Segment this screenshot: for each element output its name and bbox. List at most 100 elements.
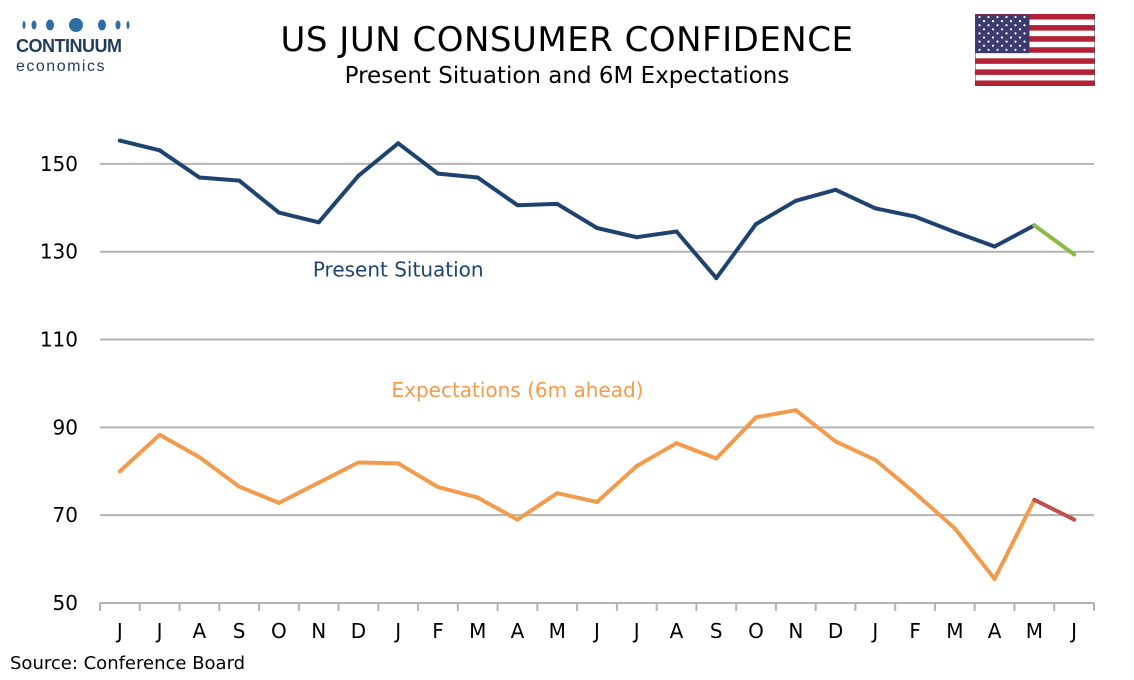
data-point bbox=[117, 138, 122, 143]
data-point bbox=[1032, 497, 1037, 502]
data-point bbox=[237, 178, 242, 183]
x-tick-label: F bbox=[432, 619, 444, 643]
data-point bbox=[674, 441, 679, 446]
x-tick-label: N bbox=[311, 619, 326, 643]
data-point bbox=[435, 485, 440, 490]
data-point bbox=[913, 214, 918, 219]
series-latest-segment-0 bbox=[1032, 223, 1077, 257]
logo-dots-icon bbox=[22, 18, 130, 32]
x-tick-label: M bbox=[1026, 619, 1043, 643]
data-point bbox=[316, 480, 321, 485]
data-point bbox=[197, 175, 202, 180]
data-point bbox=[435, 171, 440, 176]
logo-subtitle: economics bbox=[16, 58, 106, 75]
x-tick-label: D bbox=[351, 619, 366, 643]
y-tick-label: 70 bbox=[53, 503, 78, 527]
data-point bbox=[952, 229, 957, 234]
data-point bbox=[1072, 252, 1077, 257]
data-point bbox=[714, 456, 719, 461]
continuum-logo: CONTINUUM economics bbox=[14, 14, 144, 75]
x-tick-label: M bbox=[946, 619, 963, 643]
x-tick-label: A bbox=[670, 619, 684, 643]
data-point bbox=[475, 495, 480, 500]
data-point bbox=[754, 415, 759, 420]
y-tick-label: 150 bbox=[40, 152, 78, 176]
series-latest-segment-1 bbox=[1032, 497, 1077, 522]
x-tick-label: S bbox=[233, 619, 246, 643]
logo-wordmark: CONTINUUM bbox=[16, 36, 122, 56]
source-note: Source: Conference Board bbox=[10, 653, 246, 674]
data-point bbox=[396, 461, 401, 466]
us-flag-icon bbox=[975, 14, 1095, 86]
data-point bbox=[237, 484, 242, 489]
data-point bbox=[833, 439, 838, 444]
data-point bbox=[276, 500, 281, 505]
data-point bbox=[873, 206, 878, 211]
x-tick-label: F bbox=[909, 619, 921, 643]
y-tick-label: 50 bbox=[53, 591, 78, 615]
data-point bbox=[515, 203, 520, 208]
data-point bbox=[992, 576, 997, 581]
data-point bbox=[913, 491, 918, 496]
data-point bbox=[793, 408, 798, 413]
data-point bbox=[157, 432, 162, 437]
x-tick-label: N bbox=[788, 619, 803, 643]
data-point bbox=[555, 201, 560, 206]
y-tick-label: 90 bbox=[53, 415, 78, 439]
data-point bbox=[1072, 517, 1077, 522]
data-point bbox=[356, 173, 361, 178]
data-point bbox=[714, 276, 719, 281]
x-tick-label: O bbox=[748, 619, 764, 643]
data-point bbox=[555, 491, 560, 496]
x-tick-label: M bbox=[469, 619, 486, 643]
x-tick-label: M bbox=[549, 619, 566, 643]
x-tick-label: S bbox=[710, 619, 723, 643]
series-line-1 bbox=[117, 408, 1037, 581]
data-point bbox=[276, 210, 281, 215]
data-point bbox=[873, 457, 878, 462]
series-labels: Present Situation Expectations (6m ahead) bbox=[313, 257, 644, 402]
data-point bbox=[833, 187, 838, 192]
x-tick-label: J bbox=[155, 619, 163, 643]
y-tick-label: 130 bbox=[40, 240, 78, 264]
series-lines bbox=[117, 138, 1077, 581]
data-point bbox=[674, 229, 679, 234]
data-point bbox=[157, 148, 162, 153]
data-point bbox=[197, 455, 202, 460]
data-point bbox=[793, 198, 798, 203]
x-tick-label: A bbox=[511, 619, 525, 643]
data-point bbox=[595, 226, 599, 231]
series-label-1: Expectations (6m ahead) bbox=[391, 378, 643, 402]
data-point bbox=[634, 235, 639, 240]
data-point bbox=[515, 517, 520, 522]
data-point bbox=[754, 222, 759, 227]
x-tick-label: D bbox=[828, 619, 843, 643]
data-point bbox=[992, 244, 997, 249]
x-tick-label: J bbox=[393, 619, 401, 643]
x-tick-label: J bbox=[115, 619, 123, 643]
y-tick-label: 110 bbox=[40, 328, 78, 352]
series-label-0: Present Situation bbox=[313, 257, 484, 281]
data-point bbox=[356, 460, 361, 465]
x-tick-label: A bbox=[193, 619, 207, 643]
data-point bbox=[952, 526, 957, 531]
x-tick-label: J bbox=[870, 619, 878, 643]
data-point bbox=[1032, 223, 1037, 228]
x-tick-label: J bbox=[592, 619, 600, 643]
y-axis: 50 70 90 110 130 150 bbox=[40, 152, 78, 615]
data-point bbox=[316, 220, 321, 225]
data-point bbox=[595, 500, 599, 505]
data-point bbox=[634, 464, 639, 469]
data-point bbox=[396, 141, 401, 146]
x-tick-label: J bbox=[1069, 619, 1077, 643]
data-point bbox=[117, 469, 122, 474]
chart-subtitle: Present Situation and 6M Expectations bbox=[344, 63, 790, 89]
x-axis bbox=[99, 602, 1095, 611]
series-line-0 bbox=[117, 138, 1037, 281]
chart-title: US JUN CONSUMER CONFIDENCE bbox=[280, 20, 854, 60]
x-tick-label: J bbox=[632, 619, 640, 643]
data-point bbox=[475, 175, 480, 180]
x-tick-label: A bbox=[988, 619, 1002, 643]
